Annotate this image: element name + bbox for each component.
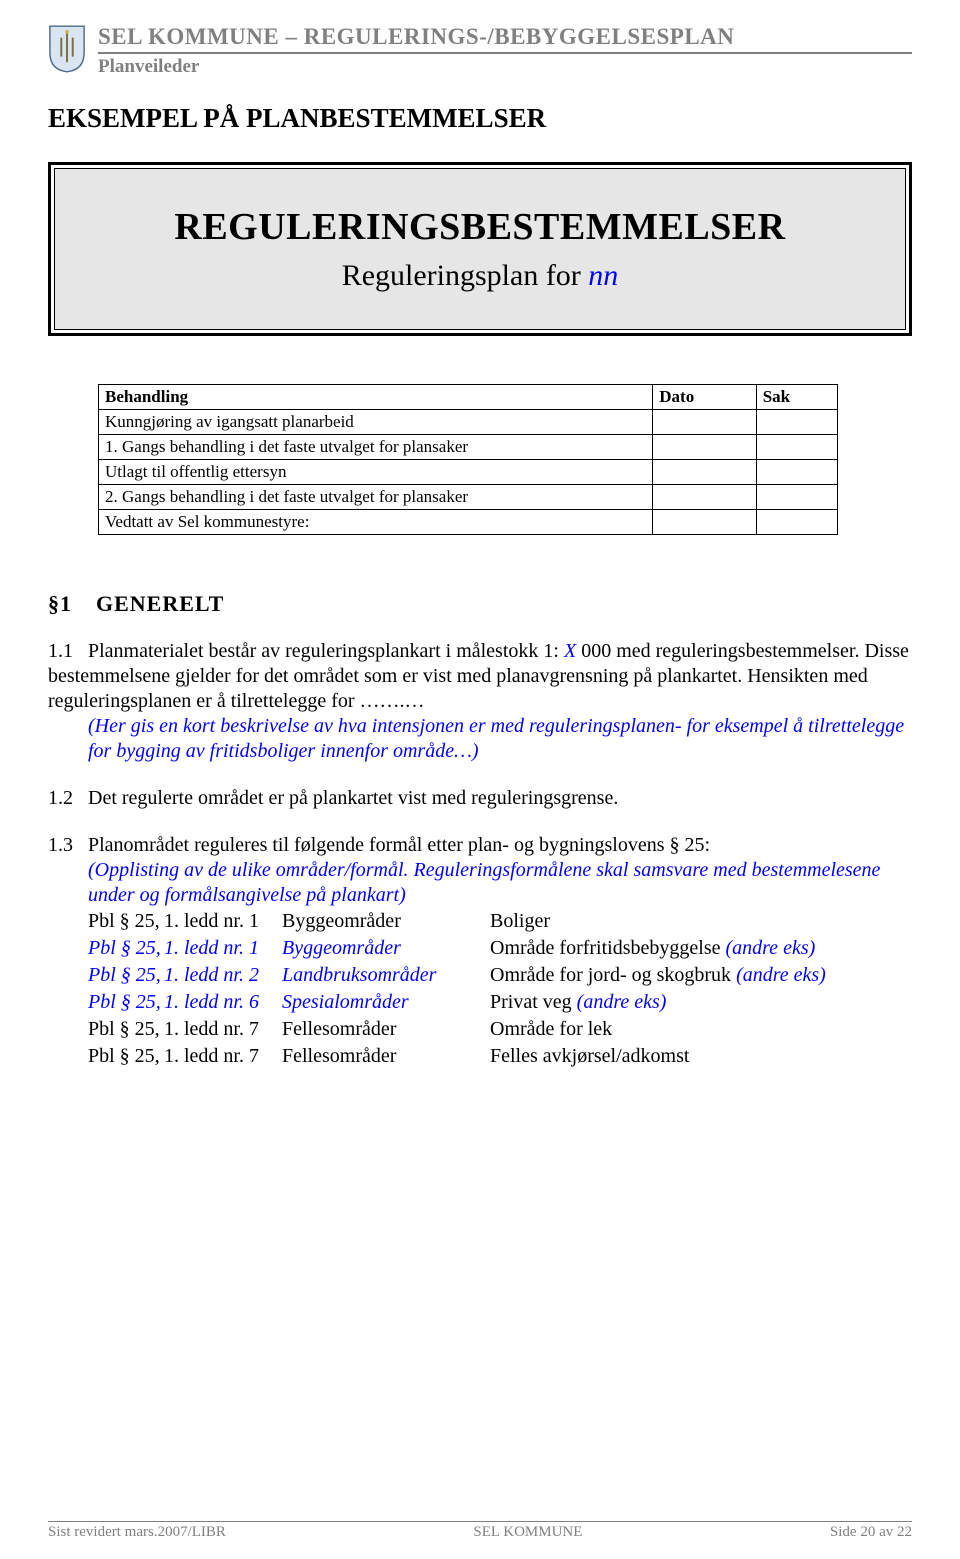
pbl-row: Pbl § 25,1. ledd nr. 6SpesialområderPriv…	[88, 989, 912, 1016]
para-text: Planmaterialet består av reguleringsplan…	[48, 640, 909, 712]
pbl-cell: Byggeområder	[282, 908, 490, 935]
para-label: 1.3	[48, 833, 88, 858]
pbl-cell: Pbl § 25,	[88, 935, 164, 962]
para-indent: (Her gis en kort beskrivelse av hva inte…	[48, 714, 912, 764]
pbl-cell: Område for lek	[490, 1016, 912, 1043]
pbl-row: Pbl § 25,1. ledd nr. 7FellesområderOmråd…	[88, 1016, 912, 1043]
col-behandling: Behandling	[99, 385, 653, 410]
pbl-cell: 1. ledd nr. 2	[164, 962, 282, 989]
para-1-3: 1.3Planområdet reguleres til følgende fo…	[48, 833, 912, 1070]
para-italic: (Her gis en kort beskrivelse av hva inte…	[88, 715, 904, 762]
pbl-cell: Felles avkjørsel/adkomst	[490, 1043, 912, 1070]
cell: 1. Gangs behandling i det faste utvalget…	[99, 435, 653, 460]
pbl-cell: Pbl § 25,	[88, 1043, 164, 1070]
pbl-cell: Område forfritidsbebyggelse (andre eks)	[490, 935, 912, 962]
cell	[756, 410, 837, 435]
cell	[756, 460, 837, 485]
behandling-table-wrap: Behandling Dato Sak Kunngjøring av igang…	[98, 384, 838, 535]
pbl-cell: Privat veg (andre eks)	[490, 989, 912, 1016]
cell	[653, 435, 756, 460]
table-header-row: Behandling Dato Sak	[99, 385, 838, 410]
example-heading: EKSEMPEL PÅ PLANBESTEMMELSER	[48, 103, 912, 134]
pbl-cell: Pbl § 25,	[88, 1016, 164, 1043]
cell	[653, 485, 756, 510]
para-1-1: 1.1Planmaterialet består av reguleringsp…	[48, 639, 912, 764]
cell	[653, 410, 756, 435]
table-row: 1. Gangs behandling i det faste utvalget…	[99, 435, 838, 460]
pbl-row: Pbl § 25,1. ledd nr. 2LandbruksområderOm…	[88, 962, 912, 989]
header-rule	[98, 52, 912, 54]
generelt-label: GENERELT	[96, 591, 224, 616]
pbl-row: Pbl § 25,1. ledd nr. 7FellesområderFelle…	[88, 1043, 912, 1070]
para-indent: (Opplisting av de ulike områder/formål. …	[48, 858, 912, 908]
para-label: 1.1	[48, 639, 88, 664]
pbl-cell: 1. ledd nr. 7	[164, 1016, 282, 1043]
footer-center: SEL KOMMUNE	[473, 1524, 582, 1541]
title-main: REGULERINGSBESTEMMELSER	[75, 205, 885, 249]
table-row: 2. Gangs behandling i det faste utvalget…	[99, 485, 838, 510]
pbl-cell: 1. ledd nr. 7	[164, 1043, 282, 1070]
footer-left: Sist revidert mars.2007/LIBR	[48, 1524, 226, 1541]
pbl-table: Pbl § 25,1. ledd nr. 1ByggeområderBolige…	[88, 908, 912, 1070]
para-sub-italic: (Opplisting av de ulike områder/formål. …	[88, 859, 880, 906]
pbl-cell: Fellesområder	[282, 1016, 490, 1043]
cell: Kunngjøring av igangsatt planarbeid	[99, 410, 653, 435]
title-sub: Reguleringsplan for nn	[75, 259, 885, 293]
pbl-cell: Pbl § 25,	[88, 962, 164, 989]
header-title: SEL KOMMUNE – REGULERINGS-/BEBYGGELSESPL…	[98, 24, 912, 50]
para-label: 1.2	[48, 786, 88, 811]
pbl-cell: Byggeområder	[282, 935, 490, 962]
para-1-2: 1.2Det regulerte området er på plankarte…	[48, 786, 912, 811]
cell	[756, 485, 837, 510]
header-texts: SEL KOMMUNE – REGULERINGS-/BEBYGGELSESPL…	[98, 24, 912, 78]
col-dato: Dato	[653, 385, 756, 410]
municipal-shield-icon	[48, 24, 86, 79]
pbl-cell: Fellesområder	[282, 1043, 490, 1070]
page-header: SEL KOMMUNE – REGULERINGS-/BEBYGGELSESPL…	[48, 24, 912, 79]
cell: Utlagt til offentlig ettersyn	[99, 460, 653, 485]
pbl-cell: Område for jord- og skogbruk (andre eks)	[490, 962, 912, 989]
generelt-sym: §1	[48, 591, 72, 616]
table-row: Utlagt til offentlig ettersyn	[99, 460, 838, 485]
cell	[653, 460, 756, 485]
col-sak: Sak	[756, 385, 837, 410]
pbl-row: Pbl § 25,1. ledd nr. 1ByggeområderBolige…	[88, 908, 912, 935]
para-t1: Planmaterialet består av reguleringsplan…	[88, 640, 564, 662]
pbl-cell: Boliger	[490, 908, 912, 935]
header-subtitle: Planveileder	[98, 56, 912, 78]
pbl-cell: Spesialområder	[282, 989, 490, 1016]
cell: 2. Gangs behandling i det faste utvalget…	[99, 485, 653, 510]
title-box-inner: REGULERINGSBESTEMMELSER Reguleringsplan …	[54, 168, 906, 330]
title-sub-prefix: Reguleringsplan for	[342, 259, 589, 292]
generelt-heading: §1 GENERELT	[48, 591, 912, 617]
cell	[756, 510, 837, 535]
table-row: Kunngjøring av igangsatt planarbeid	[99, 410, 838, 435]
para-x: X	[564, 640, 576, 662]
behandling-table: Behandling Dato Sak Kunngjøring av igang…	[98, 384, 838, 535]
para-lead: Planområdet reguleres til følgende formå…	[88, 834, 710, 856]
pbl-cell: 1. ledd nr. 1	[164, 908, 282, 935]
title-sub-nn: nn	[588, 259, 618, 292]
footer-right: Side 20 av 22	[830, 1524, 912, 1541]
pbl-cell: Pbl § 25,	[88, 908, 164, 935]
cell	[756, 435, 837, 460]
page: SEL KOMMUNE – REGULERINGS-/BEBYGGELSESPL…	[0, 0, 960, 1559]
para-text: Det regulerte området er på plankartet v…	[88, 787, 618, 809]
pbl-cell: 1. ledd nr. 1	[164, 935, 282, 962]
page-footer: Sist revidert mars.2007/LIBR SEL KOMMUNE…	[48, 1521, 912, 1541]
pbl-cell: 1. ledd nr. 6	[164, 989, 282, 1016]
table-row: Vedtatt av Sel kommunestyre:	[99, 510, 838, 535]
pbl-cell: Pbl § 25,	[88, 989, 164, 1016]
pbl-cell: Landbruksområder	[282, 962, 490, 989]
cell: Vedtatt av Sel kommunestyre:	[99, 510, 653, 535]
title-box: REGULERINGSBESTEMMELSER Reguleringsplan …	[48, 162, 912, 336]
pbl-row: Pbl § 25,1. ledd nr. 1ByggeområderOmråde…	[88, 935, 912, 962]
cell	[653, 510, 756, 535]
